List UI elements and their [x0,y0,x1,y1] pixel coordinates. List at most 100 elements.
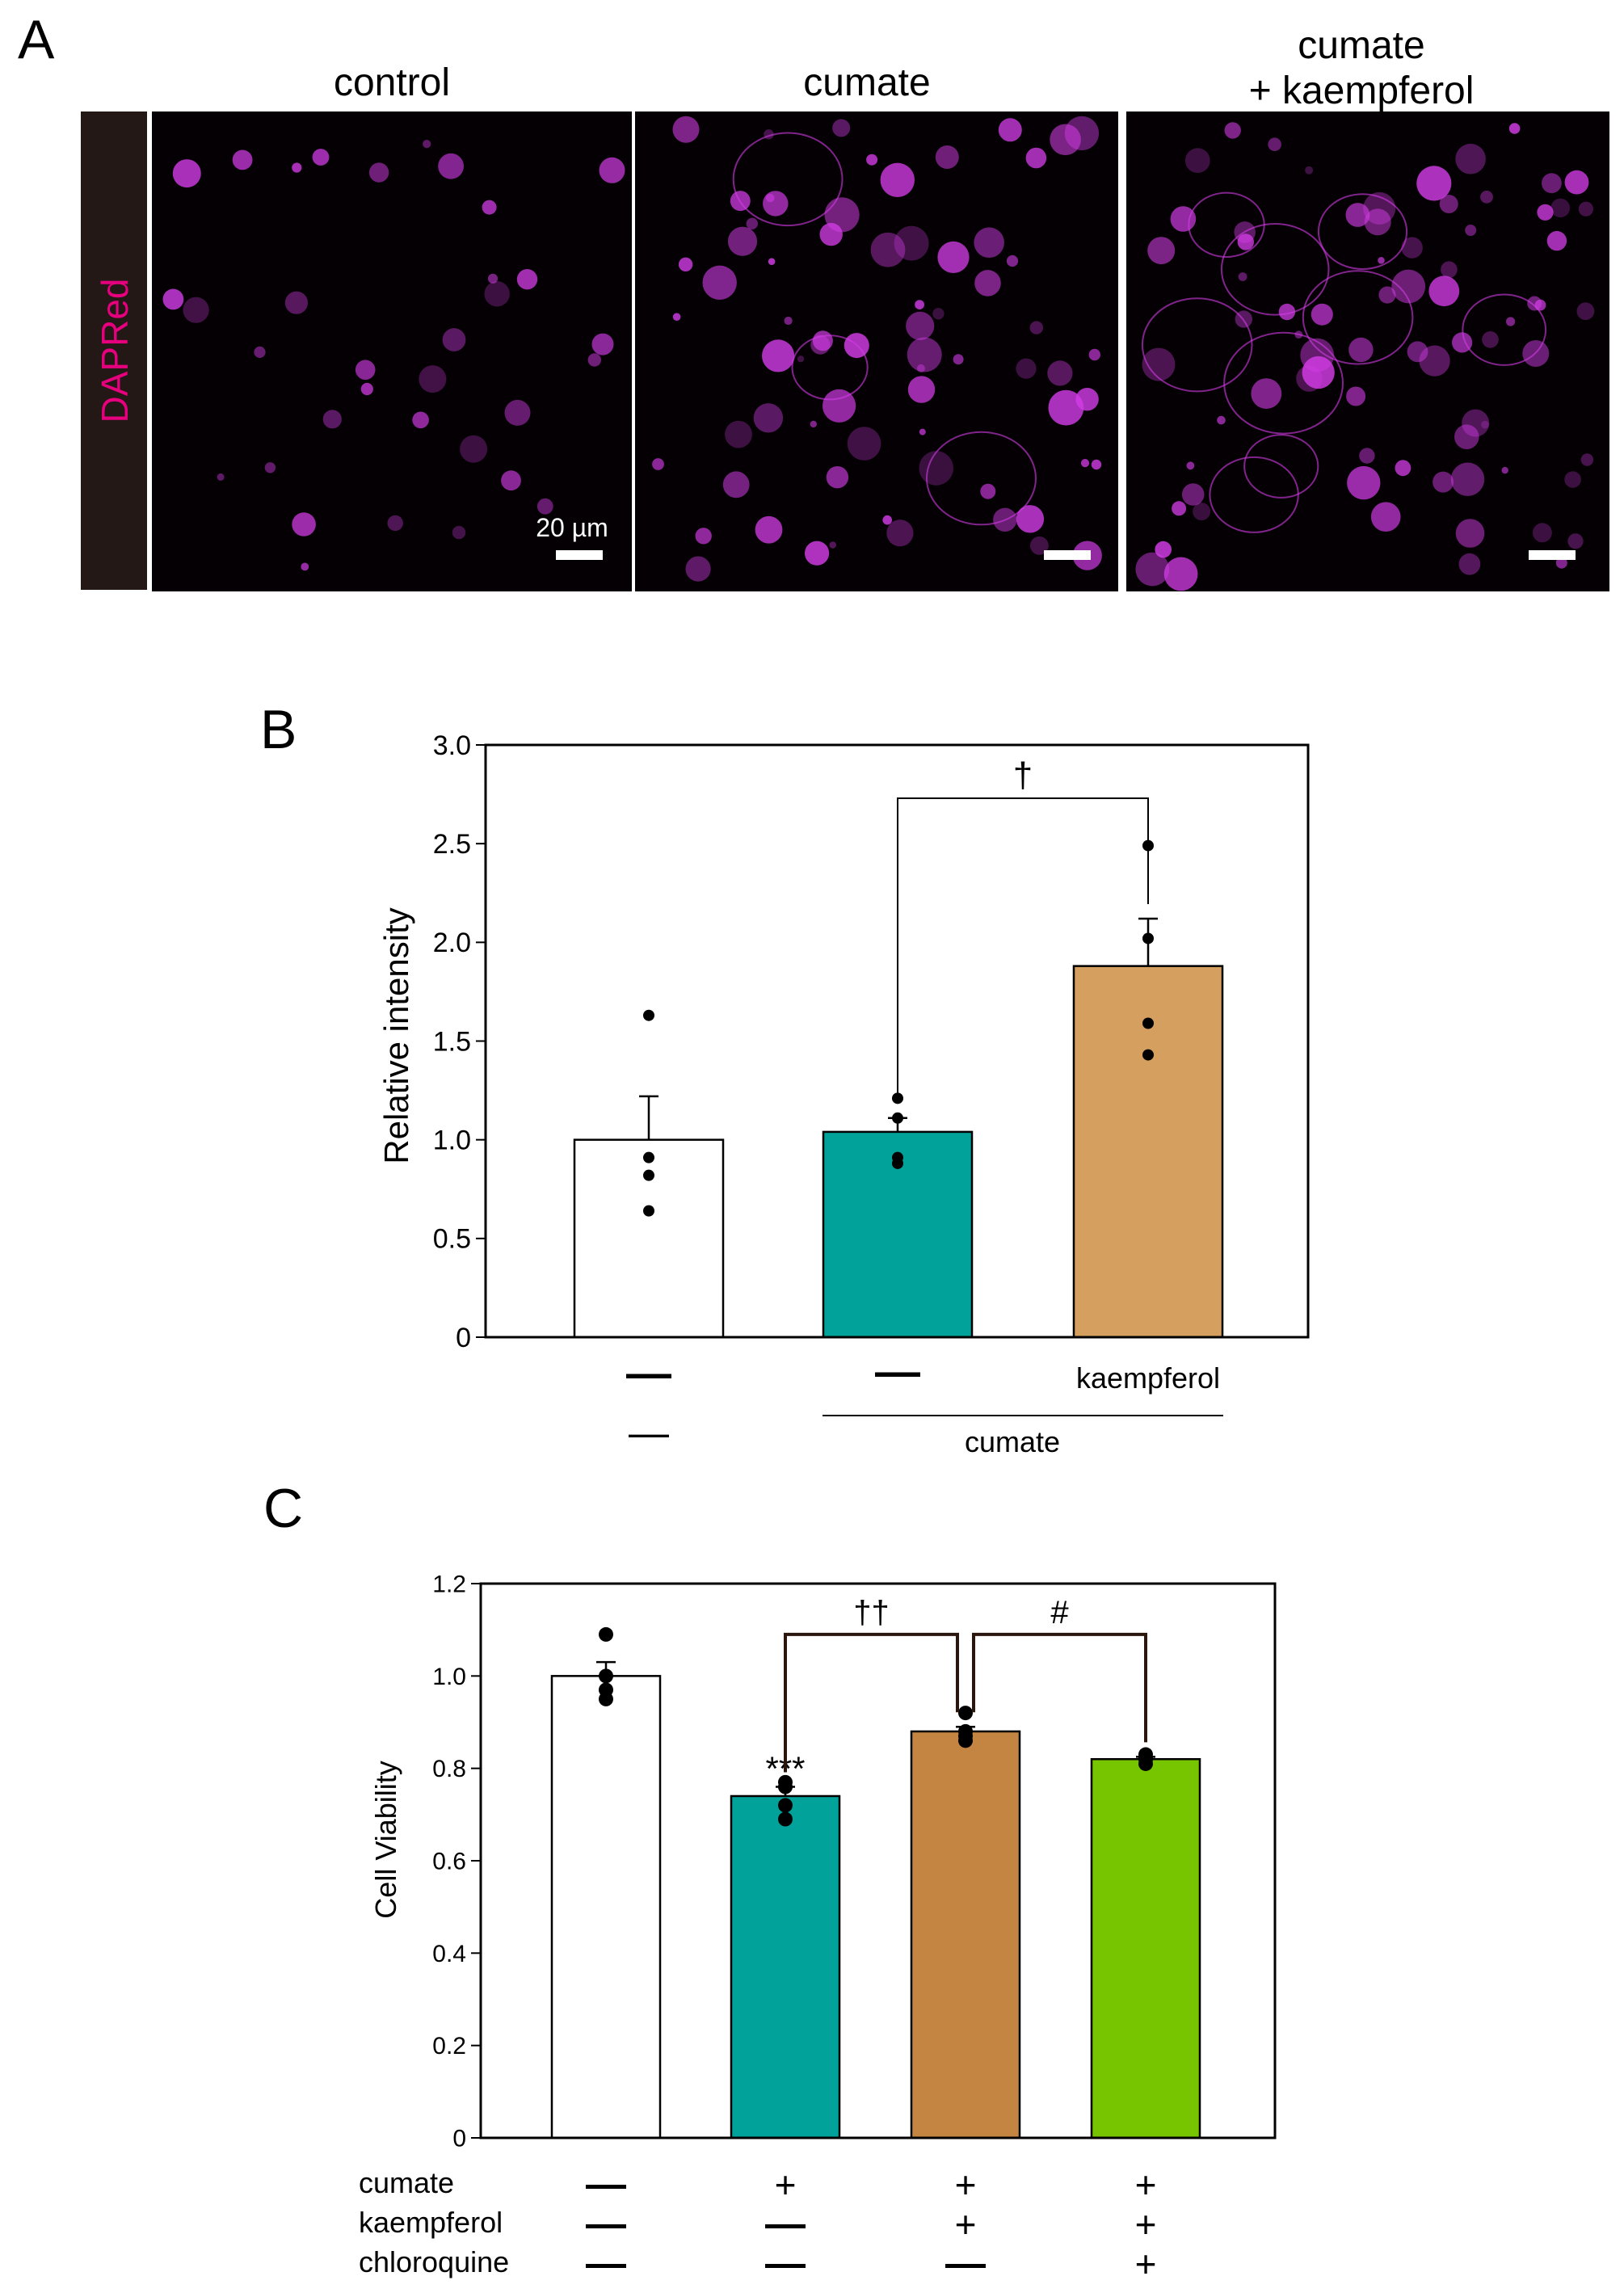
stain-spot [829,541,836,549]
stain-spot [536,498,553,515]
stain-spot [1455,143,1486,175]
cell-outline [1243,434,1319,499]
stain-spot [832,119,851,137]
bar-1 [550,1675,662,2139]
y-tick-label: 0.5 [433,1224,471,1255]
stain-spot [882,515,892,525]
stain-spot [1480,190,1493,204]
data-point [892,1157,903,1169]
stain-spot [685,556,711,582]
stain-spot [1564,471,1581,488]
row-label-dapred: DAPRed [94,279,136,423]
stain-spot [1047,360,1073,386]
stain-spot [1217,415,1226,425]
data-point [1138,1756,1153,1771]
stain-spot [254,346,266,358]
factor-mark: + [1135,2243,1157,2285]
column-label-cumate-kaempferol-line2: + kaempferol [1249,69,1475,112]
stain-spot [1193,503,1211,521]
micrograph-cumate [635,111,1118,591]
stain-spot [1542,173,1562,194]
stain-spot [1348,337,1374,363]
stain-spot [907,337,942,372]
cell-outline [1223,331,1344,435]
stain-spot [1395,460,1412,477]
panel-b-letter: B [260,699,297,760]
data-point [778,1779,793,1794]
bar-4 [1090,1757,1201,2139]
stain-spot [1135,552,1170,587]
plot-frame [484,743,1310,1339]
stain-spot [301,562,309,571]
stain-spot [915,300,924,309]
stain-spot [1454,424,1479,449]
data-point [778,1798,793,1813]
stain-spot [974,227,1004,259]
factor-mark: — [765,2201,806,2246]
stain-spot [1142,347,1176,381]
x-label-bar-1: — [626,1347,671,1398]
data-point [599,1668,613,1684]
stain-spot [784,316,793,326]
stain-spot [672,116,700,143]
factor-mark: — [945,2240,986,2286]
factor-mark: — [586,2201,626,2246]
stain-spot [1080,459,1090,468]
stain-spot [763,191,789,217]
factor-mark: — [765,2240,806,2286]
stain-spot [1401,237,1423,259]
cell-outline [1462,293,1547,366]
y-tick-label: 0 [456,1323,471,1353]
stain-spot [1580,453,1594,466]
stain-spot [1155,541,1172,558]
stain-spot [482,200,497,215]
panel-a: A DAPRed control cumate cumate + kaempfe… [18,9,1609,591]
row-label-strip [81,111,147,590]
y-tick-label: 2.0 [433,928,471,958]
factor-mark: + [775,2164,797,2206]
y-tick-label: 0 [452,2126,466,2152]
stain-spot [1564,170,1589,195]
y-tick-label: 0.8 [432,1756,466,1782]
stain-spot [1508,123,1521,134]
stain-spot [870,232,906,267]
stain-spot [1268,137,1281,151]
stain-spot [974,270,1001,297]
stain-spot [932,308,945,320]
stain-spot [1364,208,1391,236]
stain-spot [172,159,201,188]
data-point [1142,1049,1154,1061]
stain-spot [587,353,601,367]
panel-c-letter: C [263,1478,303,1539]
y-tick-label: 0.6 [432,1849,466,1875]
scale-bar [1044,550,1091,560]
stain-spot [1378,257,1385,264]
data-point [958,1733,973,1748]
stain-spot [368,162,389,183]
scale-bar [556,550,603,560]
stain-spot [599,157,625,183]
stain-spot [1391,269,1426,304]
stain-spot [1347,465,1381,500]
stain-spot [894,225,929,261]
stain-spot [810,420,817,428]
stain-spot [755,515,783,544]
bar-3 [910,1730,1021,2139]
stain-spot [1378,286,1396,304]
column-label-cumate-kaempferol-line1: cumate [1298,24,1424,67]
data-point [599,1691,613,1706]
stain-spot [1567,533,1584,549]
stain-spot [998,118,1022,142]
stain-spot [322,410,342,429]
stain-spot [1302,356,1335,389]
stain-spot [1029,321,1044,334]
stain-spot [484,281,510,307]
stain-spot [1407,341,1428,363]
data-point [643,1169,654,1181]
stain-spot [652,458,664,470]
stain-spot [980,483,996,499]
y-tick-label: 1.2 [432,1571,466,1598]
stain-spot [1251,378,1282,409]
stain-spot [1048,389,1084,426]
